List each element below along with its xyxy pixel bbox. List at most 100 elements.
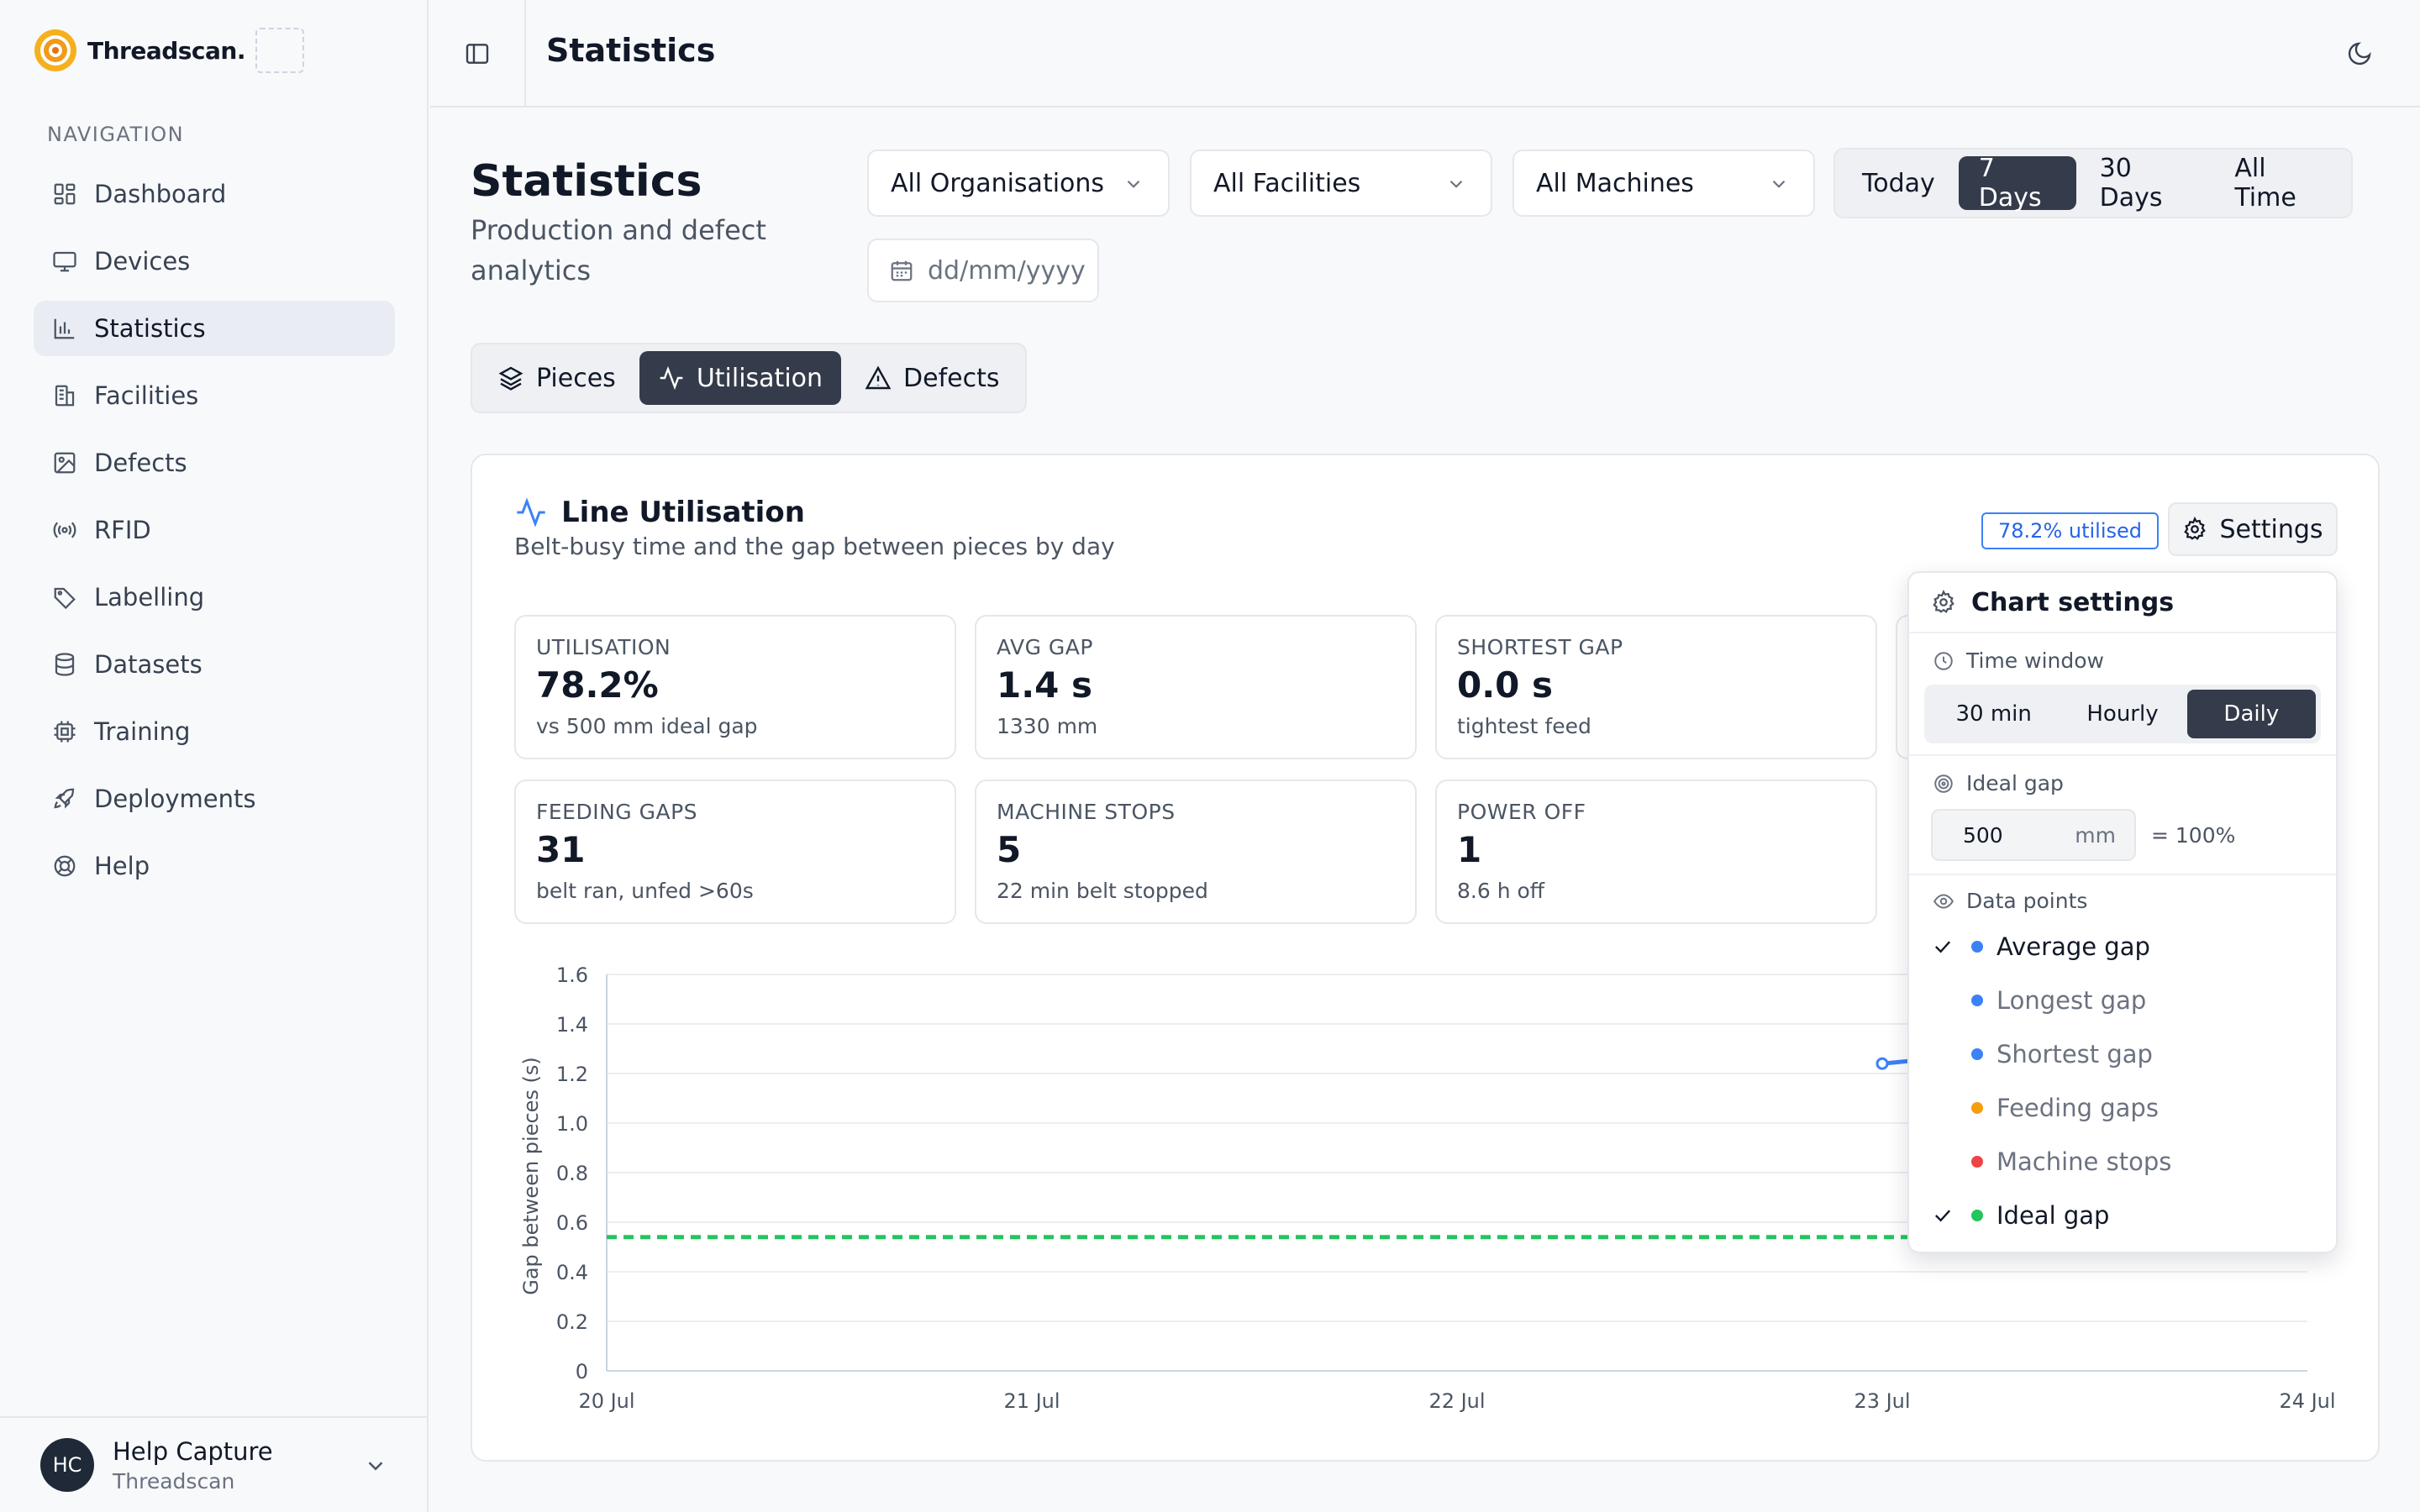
time-window-group: 30 min Hourly Daily	[1924, 685, 2321, 743]
chevron-down-icon	[1123, 173, 1144, 195]
date-range-group: Today 7 Days 30 Days All Time	[1833, 148, 2353, 218]
settings-button-label: Settings	[2219, 514, 2323, 544]
stat-note: 22 min belt stopped	[997, 879, 1208, 903]
data-point-ideal-gap[interactable]: Ideal gap	[1909, 1189, 2336, 1242]
sidebar-item-datasets[interactable]: Datasets	[34, 637, 395, 692]
sidebar-item-defects[interactable]: Defects	[34, 435, 395, 491]
tab-defects[interactable]: Defects	[846, 351, 1018, 405]
sidebar-item-dashboard[interactable]: Dashboard	[34, 166, 395, 222]
y-tick-label: 1.6	[556, 963, 588, 987]
brand-placeholder-icon	[255, 28, 304, 73]
stat-label: MACHINE STOPS	[997, 800, 1176, 824]
data-point-feeding-gaps[interactable]: Feeding gaps	[1909, 1081, 2336, 1135]
stat-label: AVG GAP	[997, 635, 1093, 659]
sidebar-item-label: Labelling	[94, 583, 205, 612]
brand-name: Threadscan.	[87, 36, 246, 65]
ideal-gap-equals: = 100%	[2151, 822, 2236, 848]
sidebar-item-label: Deployments	[94, 785, 256, 813]
y-tick-label: 0	[576, 1360, 588, 1383]
window-daily-button[interactable]: Daily	[2186, 690, 2316, 738]
ideal-gap-label: Ideal gap	[1909, 771, 2336, 795]
ideal-gap-value: 500	[1963, 822, 2003, 848]
chart-settings-button[interactable]: Settings	[2168, 502, 2338, 556]
stat-power-off: POWER OFF 1 8.6 h off	[1435, 780, 1877, 924]
popover-title: Chart settings	[1971, 587, 2175, 617]
sidebar-item-labelling[interactable]: Labelling	[34, 570, 395, 625]
time-window-label: Time window	[1909, 648, 2336, 673]
ideal-gap-section: Ideal gap 500 mm = 100%	[1909, 756, 2336, 875]
organisation-select[interactable]: All Organisations	[867, 150, 1170, 217]
stat-note: 1330 mm	[997, 714, 1098, 738]
series-dot	[1971, 1048, 1983, 1060]
gear-icon	[1931, 590, 1956, 615]
y-tick-label: 0.8	[556, 1162, 588, 1185]
sidebar-item-help[interactable]: Help	[34, 838, 395, 894]
stat-label: FEEDING GAPS	[536, 800, 698, 824]
range-all-time-button[interactable]: All Time	[2234, 154, 2296, 213]
stat-value: 1.4 s	[997, 664, 1093, 706]
sidebar-item-deployments[interactable]: Deployments	[34, 771, 395, 827]
tab-utilisation-label: Utilisation	[696, 363, 823, 393]
stat-value: 0.0 s	[1457, 664, 1554, 706]
window-30-min-button[interactable]: 30 min	[1955, 701, 2032, 727]
data-point-shortest-gap[interactable]: Shortest gap	[1909, 1027, 2336, 1081]
header-title: Statistics	[546, 32, 716, 69]
brand[interactable]: Threadscan.	[32, 27, 304, 74]
sidebar: Threadscan. NAVIGATION Dashboard Devices…	[0, 0, 429, 1512]
data-point-average-gap[interactable]: Average gap	[1909, 920, 2336, 974]
series-dot	[1971, 1210, 1983, 1221]
tab-pieces[interactable]: Pieces	[479, 351, 634, 405]
life-buoy-icon	[52, 853, 77, 879]
stat-value: 31	[536, 829, 586, 870]
stat-avg-gap: AVG GAP 1.4 s 1330 mm	[975, 615, 1417, 759]
calendar-icon	[889, 258, 914, 283]
tab-utilisation[interactable]: Utilisation	[639, 351, 842, 405]
stat-machine-stops: MACHINE STOPS 5 22 min belt stopped	[975, 780, 1417, 924]
sidebar-item-facilities[interactable]: Facilities	[34, 368, 395, 423]
window-hourly-button[interactable]: Hourly	[2086, 701, 2159, 727]
range-7-days-button[interactable]: 7 Days	[1958, 154, 2076, 213]
clock-icon	[1933, 650, 1954, 672]
user-menu[interactable]: HC Help Capture Threadscan	[0, 1416, 429, 1512]
stats-tabs: Pieces Utilisation Defects	[471, 343, 1027, 413]
activity-icon	[658, 365, 685, 391]
sidebar-item-rfid[interactable]: RFID	[34, 502, 395, 558]
stat-label: UTILISATION	[536, 635, 671, 659]
y-tick-label: 1.2	[556, 1063, 588, 1086]
y-tick-label: 0.6	[556, 1211, 588, 1235]
data-point-longest-gap[interactable]: Longest gap	[1909, 974, 2336, 1027]
machine-select-value: All Machines	[1536, 168, 1694, 198]
range-today-button[interactable]: Today	[1862, 168, 1935, 198]
check-icon	[1931, 1204, 1954, 1227]
range-30-days-button[interactable]: 30 Days	[2099, 154, 2163, 213]
data-point-machine-stops[interactable]: Machine stops	[1909, 1135, 2336, 1189]
sidebar-item-label: Devices	[94, 247, 191, 276]
series-dot	[1971, 1156, 1983, 1168]
facility-select[interactable]: All Facilities	[1190, 150, 1492, 217]
panel-left-icon[interactable]	[464, 40, 491, 67]
sidebar-item-statistics[interactable]: Statistics	[34, 301, 395, 356]
stat-label: SHORTEST GAP	[1457, 635, 1623, 659]
chevron-down-icon[interactable]	[363, 1453, 388, 1478]
date-input[interactable]: dd/mm/yyyy	[867, 239, 1099, 302]
target-icon	[1933, 773, 1954, 795]
stat-value: 5	[997, 829, 1022, 870]
ideal-gap-input[interactable]: 500 mm	[1931, 809, 2136, 861]
x-tick-label: 23 Jul	[1854, 1389, 1910, 1413]
sidebar-item-devices[interactable]: Devices	[34, 234, 395, 289]
stat-note: tightest feed	[1457, 714, 1591, 738]
data-point-label: Feeding gaps	[1996, 1094, 2159, 1122]
series-dot	[1971, 995, 1983, 1006]
stat-shortest-gap: SHORTEST GAP 0.0 s tightest feed	[1435, 615, 1877, 759]
data-point-label: Machine stops	[1996, 1147, 2172, 1176]
x-tick-label: 20 Jul	[578, 1389, 634, 1413]
user-name: Help Capture	[113, 1436, 273, 1466]
data-point-label: Longest gap	[1996, 986, 2147, 1015]
time-window-label-text: Time window	[1966, 648, 2104, 673]
sidebar-item-label: Help	[94, 852, 150, 880]
machine-select[interactable]: All Machines	[1512, 150, 1815, 217]
sidebar-item-training[interactable]: Training	[34, 704, 395, 759]
x-tick-label: 22 Jul	[1428, 1389, 1485, 1413]
moon-icon[interactable]	[2346, 40, 2373, 67]
data-points-label: Data points	[1909, 889, 2336, 913]
